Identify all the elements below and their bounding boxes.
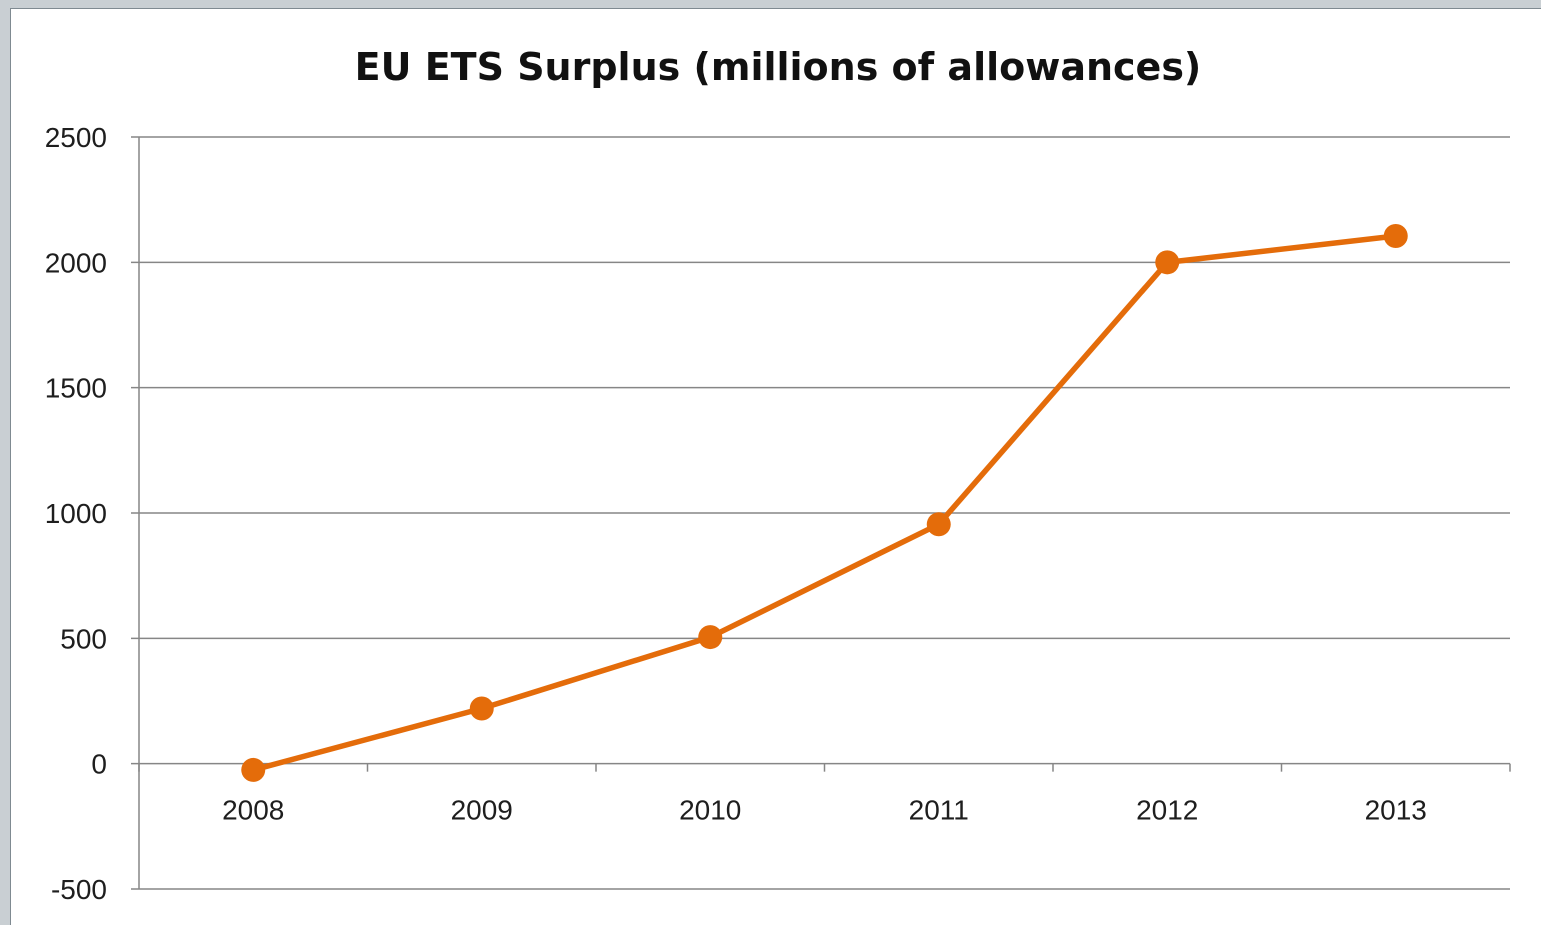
y-tick-label: 1500 bbox=[45, 373, 107, 404]
data-point bbox=[926, 512, 951, 537]
x-tick-label: 2009 bbox=[451, 795, 513, 826]
data-point bbox=[1155, 250, 1180, 275]
series-line bbox=[252, 233, 1397, 773]
axes bbox=[138, 137, 1511, 889]
x-tick-label: 2012 bbox=[1136, 795, 1198, 826]
x-tick-label: 2008 bbox=[222, 795, 284, 826]
chart-title: EU ETS Surplus (millions of allowances) bbox=[355, 45, 1202, 89]
data-point bbox=[1383, 224, 1408, 249]
y-tick-label: 2000 bbox=[45, 247, 107, 278]
series bbox=[241, 224, 1408, 782]
y-tick-label: 0 bbox=[91, 749, 107, 780]
x-axis-ticks: 2008 2009 2010 2011 2012 2013 bbox=[222, 795, 1427, 826]
y-tick-label: 2500 bbox=[45, 122, 107, 153]
data-point bbox=[698, 625, 723, 650]
data-point bbox=[241, 757, 266, 782]
grid-lines bbox=[131, 136, 1510, 890]
chart-frame bbox=[10, 8, 1541, 925]
x-tick-label: 2013 bbox=[1365, 795, 1427, 826]
y-tick-label: 500 bbox=[60, 623, 107, 654]
data-point bbox=[469, 696, 494, 721]
x-tick-label: 2010 bbox=[679, 795, 741, 826]
y-tick-label: 1000 bbox=[45, 498, 107, 529]
y-tick-label: -500 bbox=[51, 874, 107, 905]
x-tick-label: 2011 bbox=[909, 795, 969, 826]
y-axis-ticks: 2500 2000 1500 1000 500 0 -500 bbox=[45, 122, 107, 905]
